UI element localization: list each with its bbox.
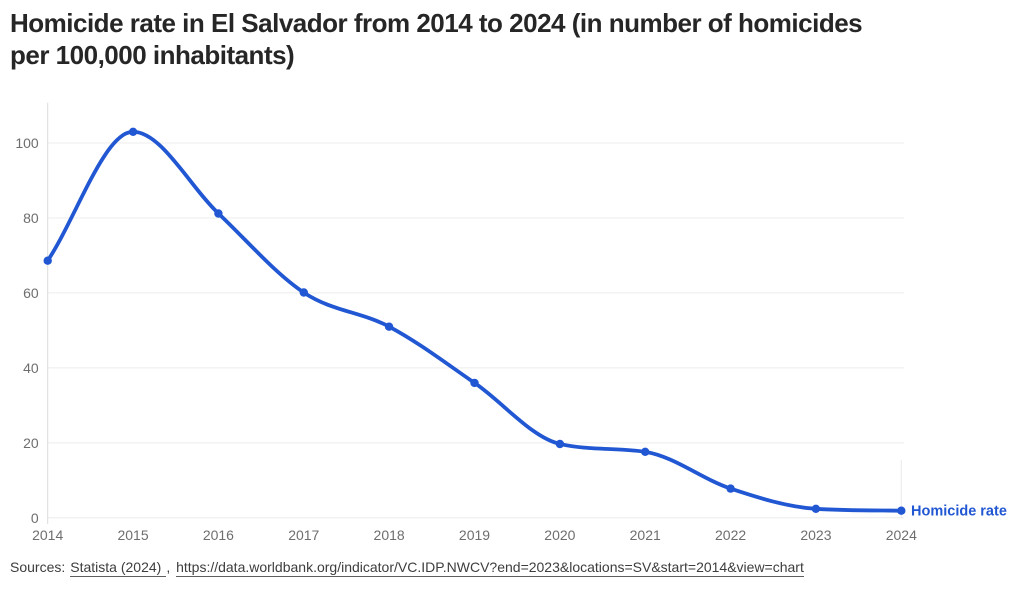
sources-separator: , — [166, 559, 171, 575]
data-point-marker — [811, 504, 821, 513]
data-point-marker — [43, 256, 52, 265]
data-point-marker — [641, 447, 650, 456]
x-tick-label: 2018 — [374, 527, 405, 543]
x-tick-label: 2024 — [886, 527, 917, 543]
data-point-marker — [128, 127, 138, 136]
x-tick-label: 2015 — [117, 527, 148, 543]
chart-title-line1: Homicide rate in El Salvador from 2014 t… — [10, 8, 863, 38]
x-tick-label: 2020 — [544, 527, 575, 543]
y-tick-label: 20 — [23, 435, 39, 451]
y-tick-label: 0 — [31, 510, 39, 526]
data-point-marker — [726, 484, 735, 493]
data-point-marker — [555, 439, 565, 449]
chart-title: Homicide rate in El Salvador from 2014 t… — [10, 7, 863, 71]
source-link-statista[interactable]: Statista (2024) — [70, 559, 167, 577]
y-tick-label: 40 — [23, 360, 39, 376]
source-link-worldbank[interactable]: https://data.worldbank.org/indicator/VC.… — [176, 559, 804, 577]
chart-title-line2: per 100,000 inhabitants) — [10, 40, 295, 70]
series-line — [45, 129, 904, 513]
y-tick-label: 100 — [15, 135, 39, 151]
line-chart: 0 20 40 60 80 100 2014 2015 2016 2017 2018 2019 2020… — [15, 102, 1007, 543]
y-tick-label: 80 — [23, 210, 39, 226]
data-point-marker — [897, 506, 906, 515]
x-tick-label: 2021 — [630, 527, 661, 543]
x-tick-label: 2017 — [288, 527, 319, 543]
data-point-marker — [470, 378, 479, 388]
x-tick-label: 2023 — [800, 527, 831, 543]
data-point-marker — [384, 322, 394, 331]
x-tick-label: 2014 — [32, 527, 63, 543]
data-point-marker — [299, 288, 308, 297]
sources-prefix-label: Sources: — [10, 559, 66, 575]
x-tick-label: 2019 — [459, 527, 490, 543]
series-legend-label: Homicide rate — [911, 504, 1007, 520]
sources-line: Sources: Statista (2024), https://data.wo… — [10, 559, 804, 577]
x-tick-label: 2016 — [203, 527, 234, 543]
data-point-marker — [214, 209, 223, 218]
y-tick-label: 60 — [23, 285, 39, 301]
x-tick-label: 2022 — [715, 527, 746, 543]
